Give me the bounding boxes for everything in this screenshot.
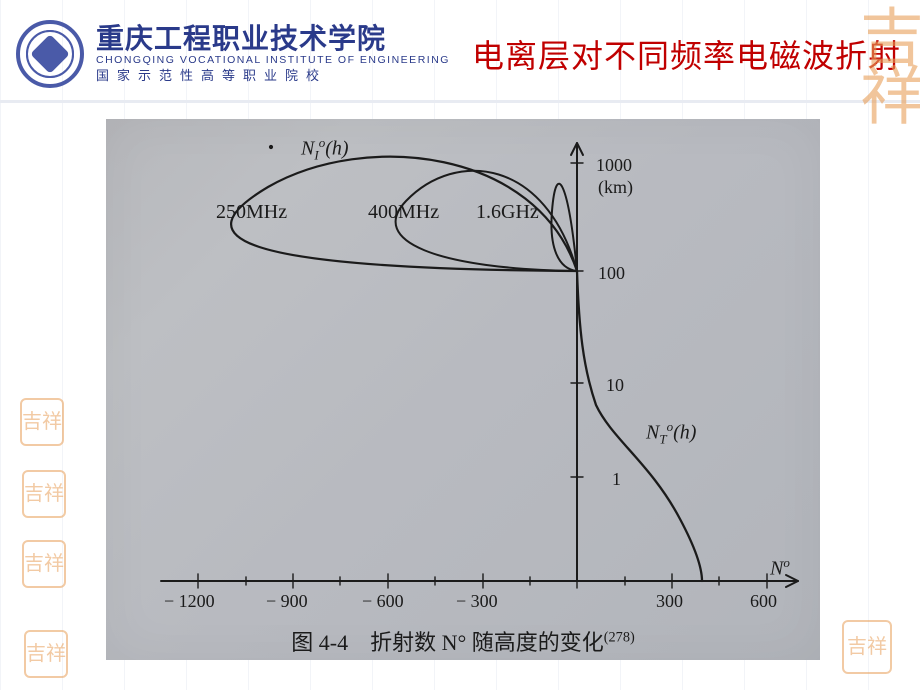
xtick--300: − 300 [456, 591, 498, 612]
seal-decoration-icon: 吉祥 [855, 4, 916, 120]
label-250mhz: 250MHz [216, 201, 287, 224]
figure-caption: 图 4-4 折射数 N° 随高度的变化(278) [106, 625, 820, 657]
x-axis-label: No [770, 555, 790, 581]
institution-name-cn: 重庆工程职业技术学院 [96, 25, 450, 56]
ytick-100: 100 [598, 263, 625, 284]
y-unit: (km) [598, 177, 633, 198]
xtick--900: − 900 [266, 591, 308, 612]
xtick--1200: − 1200 [164, 591, 215, 612]
seal-stamp-icon: 吉祥 [24, 630, 68, 678]
header-divider [0, 100, 920, 103]
ytick-10: 10 [606, 375, 624, 396]
header: 重庆工程职业技术学院 CHONGQING VOCATIONAL INSTITUT… [0, 8, 920, 100]
slide-title: 电离层对不同频率电磁波折射 [472, 31, 901, 77]
label-troposphere-profile: NTo(h) [646, 419, 696, 448]
seal-stamp-icon: 吉祥 [20, 398, 64, 446]
label-400mhz: 400MHz [368, 201, 439, 224]
seal-stamp-icon: 吉祥 [22, 540, 66, 588]
figure-panel: NIo(h) 250MHz 400MHz 1.6GHz 1000 (km) 10… [106, 119, 820, 660]
seal-stamp-icon: 吉祥 [842, 620, 892, 674]
label-1-6ghz: 1.6GHz [476, 201, 539, 224]
ytick-1000: 1000 [596, 155, 632, 176]
label-ionosphere-profile: NIo(h) [301, 135, 349, 164]
figure-svg [106, 119, 820, 660]
dot-marker [269, 145, 272, 148]
xtick--600: − 600 [362, 591, 404, 612]
institution-block: 重庆工程职业技术学院 CHONGQING VOCATIONAL INSTITUT… [96, 25, 450, 84]
institution-logo [16, 20, 84, 88]
xtick-600: 600 [750, 591, 777, 612]
seal-stamp-icon: 吉祥 [22, 470, 66, 518]
ytick-1: 1 [612, 469, 621, 490]
caption-text: 图 4-4 折射数 N° 随高度的变化 [291, 630, 604, 655]
logo-glyph-icon [30, 34, 70, 74]
institution-subtitle: 国家示范性高等职业院校 [96, 69, 450, 83]
xtick-300: 300 [656, 591, 683, 612]
caption-ref: (278) [604, 630, 635, 646]
institution-name-en: CHONGQING VOCATIONAL INSTITUTE OF ENGINE… [96, 55, 450, 67]
